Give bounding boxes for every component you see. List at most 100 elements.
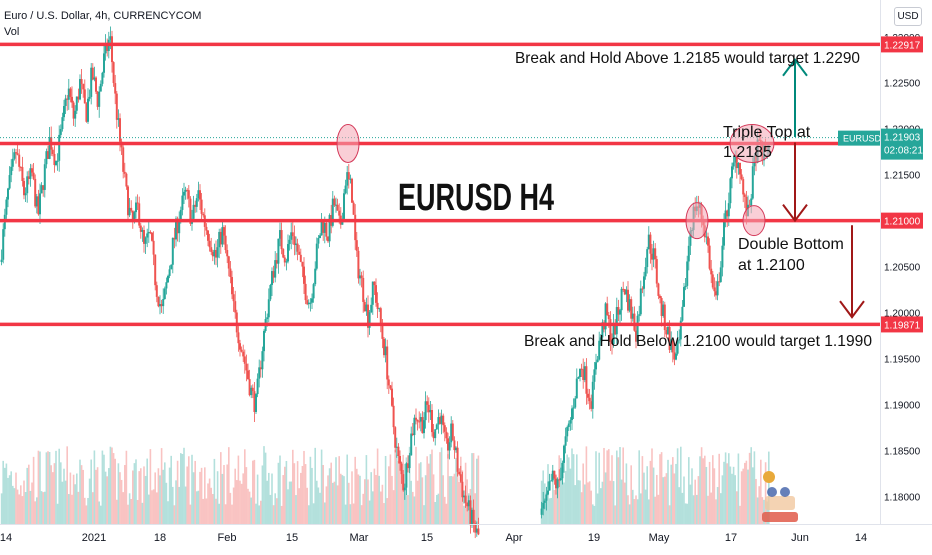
volume-bar: [445, 503, 448, 524]
candle-body: [630, 299, 633, 319]
volume-bar: [340, 473, 342, 524]
volume-bar: [184, 486, 187, 524]
volume-bar: [476, 458, 478, 524]
volume-bar: [373, 468, 376, 524]
volume-bar: [71, 494, 73, 524]
price-tick: 1.20500: [884, 263, 921, 274]
volume-bar: [428, 463, 430, 524]
candle-body: [727, 203, 730, 217]
volume-bar: [32, 456, 35, 524]
candle-body: [48, 137, 51, 159]
candle-body: [413, 417, 416, 436]
volume-bar: [600, 488, 602, 524]
price-scale[interactable]: 1.18000 1.18500 1.19000 1.19500 1.20000 1.205…: [884, 33, 921, 504]
candle-body: [317, 238, 320, 244]
volume-bar: [351, 471, 353, 524]
currency-button[interactable]: USD: [894, 7, 922, 26]
volume-bar: [341, 475, 344, 524]
candle-body: [111, 36, 113, 63]
candle-body: [258, 367, 261, 379]
volume-bar: [16, 489, 19, 524]
volume-bar: [164, 462, 166, 524]
candle-body: [275, 260, 278, 264]
volume-bar: [76, 473, 78, 524]
candle-body: [200, 199, 203, 214]
volume-bar: [376, 448, 379, 524]
volume-bar: [40, 491, 43, 524]
volume-bar: [232, 487, 235, 524]
candle-body: [445, 431, 448, 439]
volume-bar: [138, 471, 140, 524]
price-tick: 1.21500: [884, 171, 921, 182]
volume-bar: [710, 492, 712, 524]
volume-bar: [197, 490, 200, 524]
volume-bar: [322, 465, 324, 524]
candle-body: [456, 447, 459, 472]
candle-body: [735, 155, 738, 169]
volume-bar: [700, 447, 703, 524]
candle-body: [424, 401, 427, 421]
candle-body: [221, 227, 224, 245]
volume-bar: [287, 489, 289, 524]
time-scale[interactable]: 14 2021 18 Feb 15 Mar 15 Apr 19 May 17 Jun 14: [0, 532, 867, 544]
candle-body: [303, 266, 305, 284]
volume-bar: [566, 454, 568, 524]
candle-body: [173, 237, 176, 240]
candle-body: [71, 96, 73, 103]
candle-body: [231, 277, 233, 295]
candle-body: [346, 172, 349, 186]
volume-bar: [357, 474, 360, 524]
volume-bar: [298, 488, 300, 524]
volume-bar: [415, 446, 417, 524]
volume-bar: [670, 464, 672, 524]
candle-body: [131, 210, 134, 220]
symbol-badge: [838, 130, 880, 146]
level-price-label: 1.22917: [884, 40, 921, 51]
candle-body: [157, 296, 160, 307]
volume-bar: [574, 485, 576, 524]
volume-bar: [723, 461, 725, 524]
candle-body: [42, 185, 45, 190]
candle-body: [663, 304, 666, 331]
candle-body: [641, 288, 644, 290]
candle-body: [715, 291, 717, 296]
volume-bar: [221, 473, 224, 524]
time-tick: Jun: [791, 532, 809, 544]
candle-body: [144, 237, 147, 244]
candle-body: [601, 322, 604, 338]
candle-body: [261, 351, 264, 370]
candle-body: [435, 424, 438, 430]
volume-bar: [715, 499, 717, 524]
candle-body: [83, 89, 86, 104]
volume-bar: [285, 460, 288, 524]
volume-bar: [324, 502, 326, 524]
volume-bar: [74, 484, 76, 524]
candle-body: [106, 42, 109, 51]
volume-bar: [429, 454, 432, 524]
volume-bar: [472, 453, 475, 524]
candle-body: [464, 495, 467, 503]
candle-body: [569, 420, 572, 424]
candle-body: [226, 250, 229, 257]
candle-body: [205, 226, 208, 231]
volume-bar: [463, 505, 465, 524]
volume-bar: [394, 449, 396, 524]
horizontal-levels[interactable]: [0, 42, 880, 327]
candle-body: [467, 500, 470, 507]
candle-body: [141, 229, 144, 232]
candle-body: [623, 289, 626, 295]
candle-body: [665, 330, 668, 335]
candle-body: [633, 313, 636, 331]
candle-body: [651, 253, 653, 260]
volume-bar: [748, 452, 751, 524]
candle-body: [655, 259, 658, 284]
volume-bar: [202, 498, 204, 524]
volume-bar: [69, 472, 72, 524]
volume-bar: [732, 466, 735, 524]
candle-body: [590, 401, 593, 409]
candle-body: [189, 198, 192, 224]
volume-bar: [314, 447, 316, 524]
volume-bar: [612, 481, 615, 524]
candle-body: [290, 232, 293, 240]
